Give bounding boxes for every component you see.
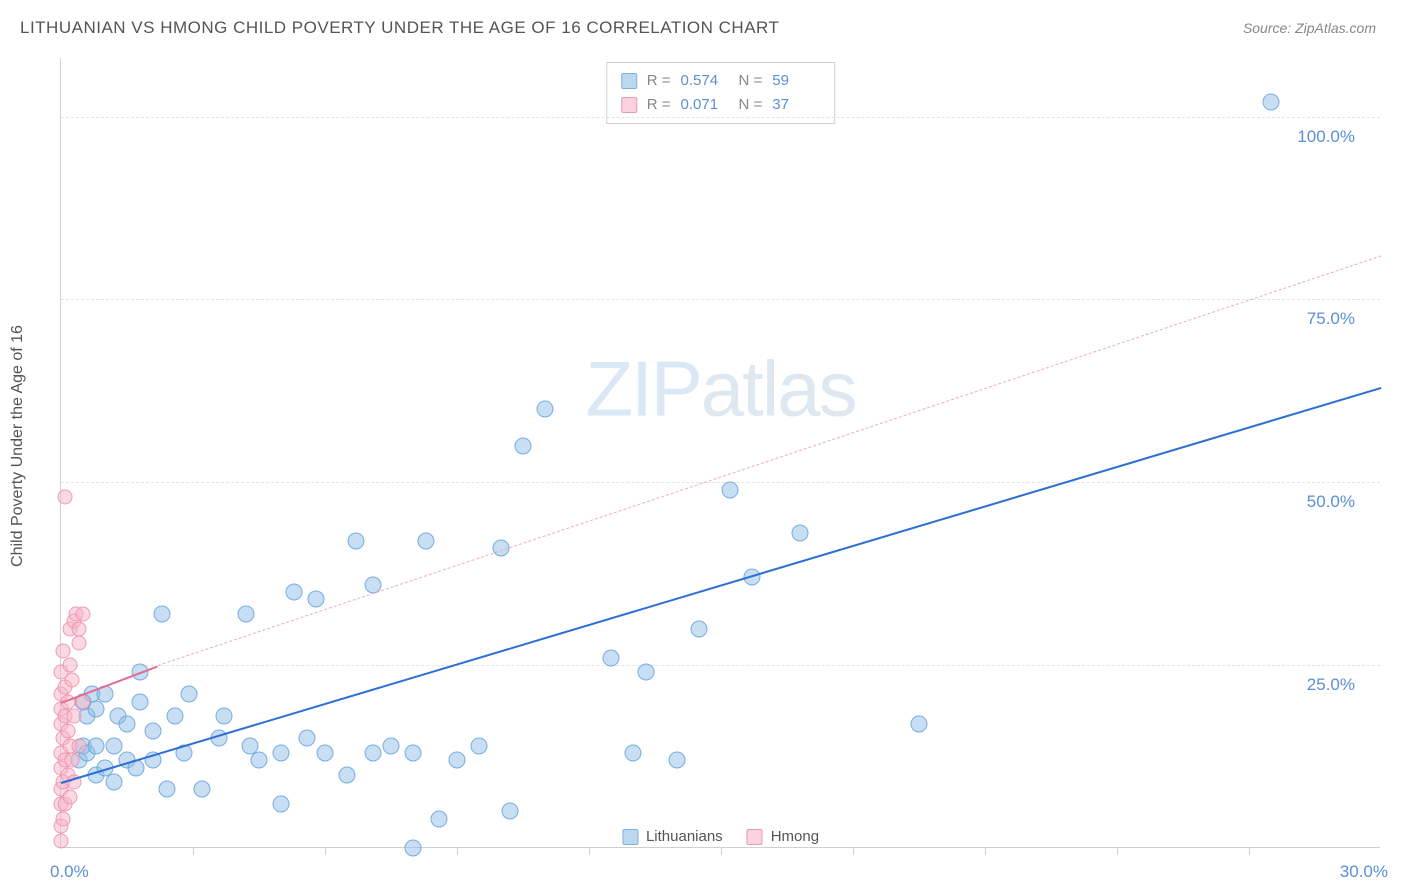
x-tick xyxy=(1117,847,1118,855)
data-point xyxy=(339,766,356,783)
data-point xyxy=(193,781,210,798)
x-tick xyxy=(721,847,722,855)
data-point xyxy=(911,715,928,732)
swatch-pink xyxy=(621,97,637,113)
chart-title: LITHUANIAN VS HMONG CHILD POVERTY UNDER … xyxy=(20,18,779,38)
x-axis-max-label: 30.0% xyxy=(1340,862,1388,882)
data-point xyxy=(669,752,686,769)
data-point xyxy=(154,605,171,622)
data-point xyxy=(405,744,422,761)
gridline xyxy=(61,665,1380,666)
data-point xyxy=(158,781,175,798)
data-point xyxy=(132,693,149,710)
data-point xyxy=(60,723,75,738)
gridline xyxy=(61,117,1380,118)
gridline xyxy=(61,482,1380,483)
legend-item-lithuanians: Lithuanians xyxy=(622,828,723,845)
data-point xyxy=(237,605,254,622)
data-point xyxy=(62,789,77,804)
data-point xyxy=(105,737,122,754)
swatch-blue xyxy=(621,73,637,89)
legend-item-hmong: Hmong xyxy=(747,828,819,845)
x-tick xyxy=(589,847,590,855)
x-tick xyxy=(193,847,194,855)
x-tick xyxy=(853,847,854,855)
data-point xyxy=(365,744,382,761)
x-tick xyxy=(985,847,986,855)
x-tick xyxy=(325,847,326,855)
data-point xyxy=(71,738,86,753)
series-legend: Lithuanians Hmong xyxy=(622,828,819,845)
data-point xyxy=(88,737,105,754)
data-point xyxy=(145,722,162,739)
trendline-hmong-extrapolated xyxy=(158,256,1382,667)
data-point xyxy=(515,437,532,454)
data-point xyxy=(792,525,809,542)
data-point xyxy=(308,591,325,608)
data-point xyxy=(65,753,80,768)
trendline-lithuanians xyxy=(61,387,1382,784)
x-axis-min-label: 0.0% xyxy=(50,862,89,882)
data-point xyxy=(537,401,554,418)
data-point xyxy=(431,810,448,827)
data-point xyxy=(405,840,422,857)
data-point xyxy=(299,730,316,747)
data-point xyxy=(58,489,73,504)
source-attribution: Source: ZipAtlas.com xyxy=(1243,20,1376,36)
y-tick-label: 25.0% xyxy=(1307,675,1355,695)
watermark: ZIPatlas xyxy=(585,344,855,435)
data-point xyxy=(501,803,518,820)
y-tick-label: 50.0% xyxy=(1307,492,1355,512)
swatch-blue xyxy=(622,829,638,845)
data-point xyxy=(56,811,71,826)
data-point xyxy=(347,532,364,549)
data-point xyxy=(215,708,232,725)
data-point xyxy=(273,796,290,813)
data-point xyxy=(65,672,80,687)
data-point xyxy=(383,737,400,754)
x-tick xyxy=(1249,847,1250,855)
data-point xyxy=(54,833,69,848)
x-tick xyxy=(457,847,458,855)
data-point xyxy=(625,744,642,761)
y-tick-label: 100.0% xyxy=(1297,127,1355,147)
data-point xyxy=(691,620,708,637)
legend-row-hmong: R = 0.071 N = 37 xyxy=(621,93,821,117)
data-point xyxy=(71,621,86,636)
data-point xyxy=(273,744,290,761)
data-point xyxy=(449,752,466,769)
data-point xyxy=(638,664,655,681)
data-point xyxy=(56,643,71,658)
correlation-legend: R = 0.574 N = 59 R = 0.071 N = 37 xyxy=(606,62,836,124)
data-point xyxy=(180,686,197,703)
data-point xyxy=(471,737,488,754)
data-point xyxy=(67,709,82,724)
data-point xyxy=(603,649,620,666)
data-point xyxy=(286,583,303,600)
y-axis-title: Child Poverty Under the Age of 16 xyxy=(9,325,27,567)
data-point xyxy=(105,774,122,791)
data-point xyxy=(317,744,334,761)
legend-row-lithuanians: R = 0.574 N = 59 xyxy=(621,69,821,93)
data-point xyxy=(721,481,738,498)
gridline xyxy=(61,299,1380,300)
data-point xyxy=(119,715,136,732)
data-point xyxy=(418,532,435,549)
y-tick-label: 75.0% xyxy=(1307,309,1355,329)
data-point xyxy=(167,708,184,725)
data-point xyxy=(251,752,268,769)
data-point xyxy=(62,658,77,673)
data-point xyxy=(71,636,86,651)
data-point xyxy=(1263,93,1280,110)
data-point xyxy=(76,606,91,621)
swatch-pink xyxy=(747,829,763,845)
plot-area: ZIPatlas R = 0.574 N = 59 R = 0.071 N = … xyxy=(60,58,1380,848)
